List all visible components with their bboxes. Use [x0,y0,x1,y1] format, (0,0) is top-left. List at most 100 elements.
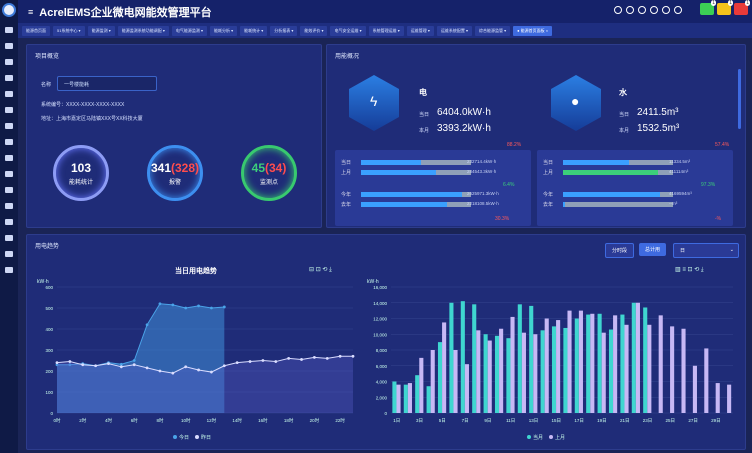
bar-当月[interactable] [506,338,511,413]
message-icon[interactable] [662,6,670,14]
bar-上月[interactable] [590,313,595,413]
bar-上月[interactable] [658,315,663,413]
bar-上月[interactable] [396,384,401,413]
sidebar-nav-icon[interactable] [5,187,13,193]
data-point[interactable] [222,305,226,309]
range-select[interactable]: 日 ⌄ [673,243,739,258]
refresh-icon[interactable] [638,6,646,14]
project-name-field[interactable]: 一号楼能耗 [57,76,157,91]
sidebar-nav-icon[interactable] [5,59,13,65]
data-point[interactable] [300,358,303,361]
badge-yellow[interactable]: 1 [717,0,733,15]
chart-tools-icon[interactable]: ⊟ ⊡ ⟲ ⤓ [309,267,332,273]
bar-上月[interactable] [533,334,538,413]
data-point[interactable] [210,370,213,374]
bar-当月[interactable] [517,304,522,413]
bar-当月[interactable] [574,318,579,414]
data-point[interactable] [81,363,85,367]
data-point[interactable] [222,364,226,368]
tab-7[interactable]: 分析报表 ▾ [270,25,298,36]
sidebar-nav-icon[interactable] [5,75,13,81]
bar-当月[interactable] [460,301,465,413]
sidebar-nav-icon[interactable] [5,251,13,257]
data-point[interactable] [119,362,123,366]
bar-上月[interactable] [715,383,720,413]
bar-上月[interactable] [453,350,458,413]
data-point[interactable] [338,354,342,358]
chart-tools-icon-2[interactable]: ▥ ≡ ⊡ ⟲ ⤓ [675,267,704,273]
data-point[interactable] [351,354,355,358]
data-point[interactable] [171,371,175,375]
bar-上月[interactable] [567,310,572,413]
data-point[interactable] [184,306,188,310]
sidebar-nav-icon[interactable] [5,155,13,161]
bar-上月[interactable] [419,357,424,413]
tab-1[interactable]: 51系统中心 ▾ [53,25,85,36]
sidebar-nav-icon[interactable] [5,91,13,97]
bell-icon[interactable] [674,6,682,14]
bar-当月[interactable] [472,304,477,413]
data-point[interactable] [261,359,265,362]
data-point[interactable] [158,369,162,373]
bar-当月[interactable] [494,335,500,413]
bar-上月[interactable] [670,326,675,413]
badge-green[interactable]: 1 [700,0,716,15]
bar-上月[interactable] [544,318,549,414]
tab-0[interactable]: 能源首页面 [22,25,50,36]
bar-上月[interactable] [442,322,447,413]
tab-active[interactable]: ● 能源首页面板 × [513,25,553,36]
bar-当月[interactable] [586,314,591,413]
data-point[interactable] [171,303,175,307]
bar-当月[interactable] [392,381,397,414]
data-point[interactable] [94,364,98,368]
tab-12[interactable]: 运维系统配置 ▾ [436,25,472,36]
bar-当月[interactable] [597,313,602,413]
data-point[interactable] [55,361,59,364]
bar-上月[interactable] [464,364,469,413]
bar-当月[interactable] [415,375,420,413]
bar-当月[interactable] [608,329,614,413]
data-point[interactable] [197,368,200,372]
bar-上月[interactable] [487,340,492,413]
badge-red[interactable]: 1 [734,0,750,15]
stat-circle-points[interactable]: 45(34) 监测点 [241,145,297,201]
bar-上月[interactable] [692,365,697,413]
tab-5[interactable]: 能耗分析 ▾ [209,25,238,36]
sidebar-nav-icon[interactable] [5,107,13,113]
bar-上月[interactable] [727,384,732,413]
sidebar-nav-icon[interactable] [5,171,13,177]
scrollbar[interactable] [738,69,741,129]
bar-上月[interactable] [635,302,640,413]
bar-当月[interactable] [620,314,625,413]
bar-上月[interactable] [407,383,412,413]
tab-6[interactable]: 能耗统计 ▾ [240,25,268,36]
bar-上月[interactable] [613,315,618,413]
data-point[interactable] [210,306,213,310]
data-point[interactable] [184,365,188,369]
bar-当月[interactable] [449,302,454,413]
sidebar-nav-icon[interactable] [5,235,13,241]
data-point[interactable] [68,360,72,363]
legend-label[interactable]: 今日 [179,434,189,441]
bar-当月[interactable] [563,327,568,413]
data-point[interactable] [145,323,149,327]
bar-当月[interactable] [529,305,534,413]
legend-label[interactable]: 上月 [555,434,565,441]
data-point[interactable] [119,365,123,369]
data-point[interactable] [248,360,252,363]
data-point[interactable] [132,359,136,362]
bar-上月[interactable] [624,324,629,413]
sidebar-nav-icon[interactable] [5,27,13,33]
data-point[interactable] [145,366,149,370]
bar-上月[interactable] [476,330,481,413]
tab-2[interactable]: 能源监测 ▾ [87,25,115,36]
bar-当月[interactable] [437,342,443,413]
data-point[interactable] [312,355,316,359]
bar-当月[interactable] [551,326,557,413]
data-point[interactable] [197,304,200,308]
sidebar-nav-icon[interactable] [5,139,13,145]
stat-circle-energy[interactable]: 103 能耗统计 [53,145,109,201]
bar-当月[interactable] [643,307,648,413]
sidebar-nav-icon[interactable] [5,123,13,129]
bar-当月[interactable] [631,302,636,413]
